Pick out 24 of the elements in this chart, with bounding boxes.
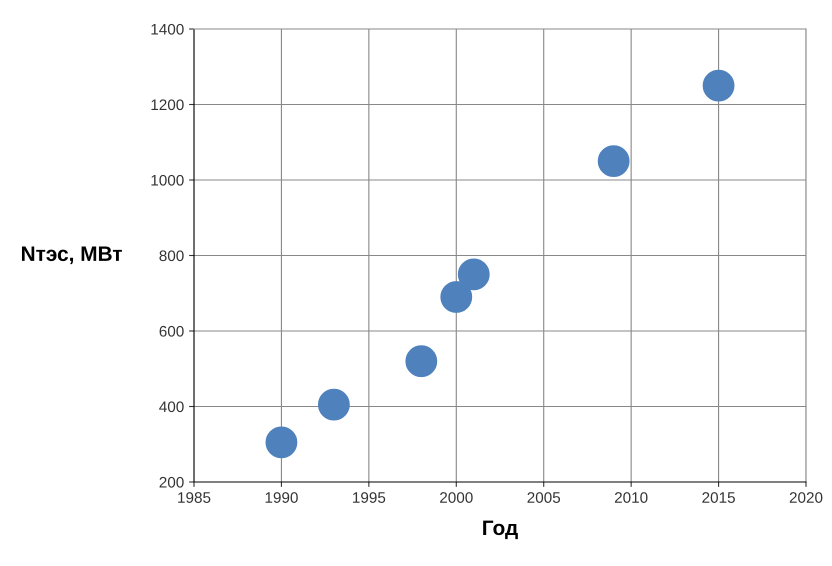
x-tick-label: 2000 xyxy=(440,492,473,503)
point xyxy=(440,281,472,313)
y-tick-label: 800 xyxy=(159,250,184,262)
x-tick-label: 2010 xyxy=(614,492,648,503)
x-tick-label: 1985 xyxy=(178,492,210,503)
point xyxy=(266,426,298,458)
y-tick-label: 600 xyxy=(160,326,184,337)
x-tick-label: 2015 xyxy=(702,492,735,503)
point xyxy=(405,345,438,378)
point xyxy=(458,258,490,290)
y-tick-label: 1000 xyxy=(151,174,184,186)
y-tick-label: 1200 xyxy=(151,99,184,110)
x-tick-label: 2005 xyxy=(527,492,560,503)
x-tick-label: 2020 xyxy=(790,492,822,503)
y-axis-title: Nтэс, МВт xyxy=(22,246,122,264)
point xyxy=(318,388,350,421)
y-tick-label: 400 xyxy=(159,401,184,412)
y-tick-label: 1400 xyxy=(151,24,184,35)
point xyxy=(702,70,734,102)
point xyxy=(598,145,630,178)
x-tick-label: 1990 xyxy=(266,492,298,503)
x-axis-title: Год xyxy=(483,520,518,540)
y-tick-label: 200 xyxy=(160,476,184,488)
x-tick-label: 1995 xyxy=(353,492,386,503)
